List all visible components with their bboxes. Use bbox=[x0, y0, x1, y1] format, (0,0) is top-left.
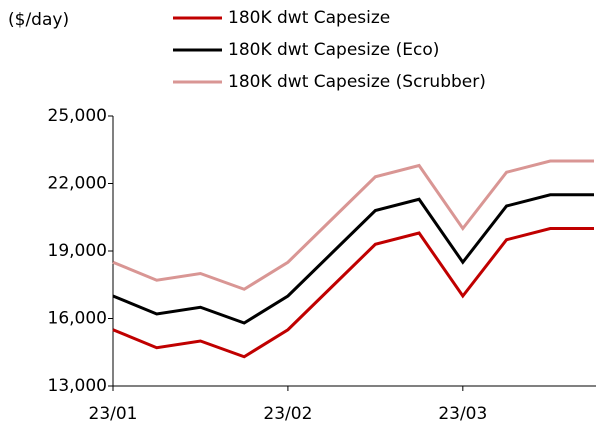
legend-label: 180K dwt Capesize bbox=[228, 8, 390, 28]
legend-label: 180K dwt Capesize (Eco) bbox=[228, 40, 439, 60]
series-line bbox=[112, 159, 594, 291]
legend-label: 180K dwt Capesize (Scrubber) bbox=[228, 72, 486, 92]
y-tick-label: 19,000 bbox=[48, 241, 107, 261]
series-line bbox=[112, 227, 594, 359]
y-tick-label: 25,000 bbox=[48, 106, 107, 126]
x-tick-label: 23/02 bbox=[263, 404, 312, 424]
x-tick-label: 23/01 bbox=[89, 404, 138, 424]
x-tick-label: 23/03 bbox=[438, 404, 487, 424]
series-line bbox=[112, 193, 594, 325]
y-tick-label: 16,000 bbox=[48, 309, 107, 329]
y-tick-label: 13,000 bbox=[48, 376, 107, 396]
y-axis-label: ($/day) bbox=[8, 10, 69, 30]
y-tick-label: 22,000 bbox=[48, 174, 107, 194]
